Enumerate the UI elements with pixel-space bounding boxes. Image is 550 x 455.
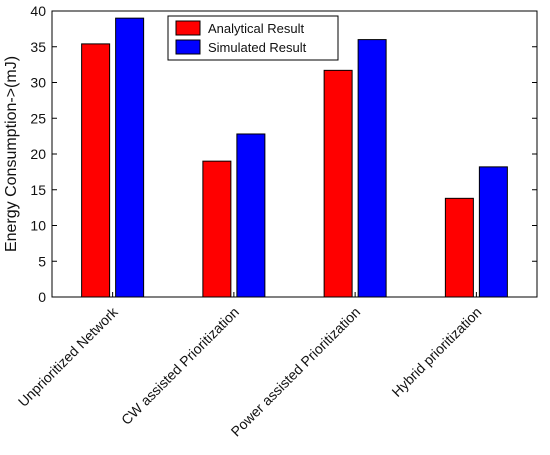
legend-swatch-simulated: [175, 39, 201, 55]
y-tick-label: 40: [30, 3, 46, 19]
bar-series-group: [81, 17, 508, 298]
y-tick-label: 25: [30, 110, 46, 126]
x-tick-label: Power assisted Prioritization: [228, 304, 364, 440]
y-tick-label: 10: [30, 218, 46, 234]
bar-simulated-2: [357, 39, 387, 298]
y-tick-label: 20: [30, 146, 46, 162]
x-tick-label: CW assisted Prioritization: [118, 304, 242, 428]
y-axis-label: Energy Consumption->(mJ): [3, 56, 20, 252]
y-tick-label: 30: [30, 75, 46, 91]
bar-simulated-3: [478, 166, 508, 298]
bar-analytical-2: [323, 69, 353, 298]
y-tick-label: 35: [30, 39, 46, 55]
bar-analytical-1: [202, 160, 232, 298]
y-tick-label: 5: [38, 253, 46, 269]
y-tick-label: 15: [30, 182, 46, 198]
legend: Analytical Result Simulated Result: [167, 15, 339, 61]
bar-analytical-0: [81, 43, 111, 298]
bar-simulated-1: [236, 133, 266, 298]
y-axis-ticks: 0 5 10 15 20 25 30 35 40: [30, 3, 537, 305]
legend-label-analytical: Analytical Result: [208, 21, 304, 36]
bar-simulated-0: [115, 17, 145, 298]
legend-label-simulated: Simulated Result: [208, 40, 307, 55]
y-tick-label: 0: [38, 289, 46, 305]
x-tick-label: Hybrid prioritization: [388, 304, 484, 400]
x-tick-label: Unprioritized Network: [15, 303, 122, 410]
legend-swatch-analytical: [175, 20, 201, 36]
bar-analytical-3: [444, 197, 474, 298]
